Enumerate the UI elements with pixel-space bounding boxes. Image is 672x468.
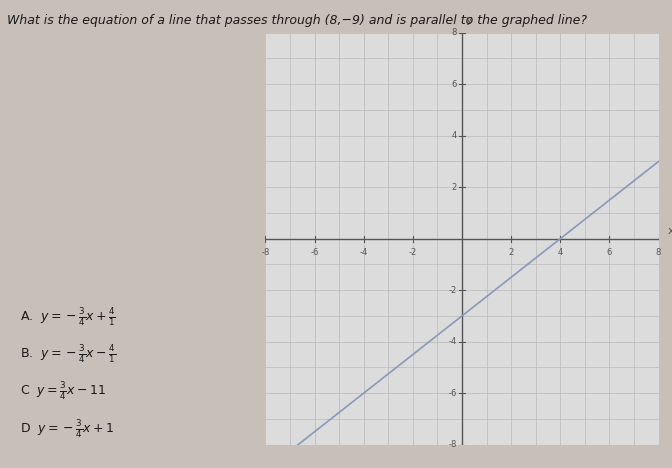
Text: -8: -8 [261,248,269,256]
Text: -6: -6 [449,388,457,398]
Text: 4: 4 [452,131,457,140]
Text: 6: 6 [452,80,457,89]
Text: -2: -2 [409,248,417,256]
Text: x: x [667,226,672,236]
Text: 2: 2 [509,248,514,256]
Text: y: y [466,15,472,25]
Text: 4: 4 [558,248,563,256]
Text: What is the equation of a line that passes through (8,−9) and is parallel to the: What is the equation of a line that pass… [7,14,587,27]
Text: 6: 6 [607,248,612,256]
Text: -4: -4 [449,337,457,346]
Text: 8: 8 [452,28,457,37]
Text: B.  $y = -\frac{3}{4}x - \frac{4}{1}$: B. $y = -\frac{3}{4}x - \frac{4}{1}$ [20,343,116,365]
Text: C  $y = \frac{3}{4}x - 11$: C $y = \frac{3}{4}x - 11$ [20,380,106,402]
Text: -4: -4 [360,248,368,256]
Text: 2: 2 [452,183,457,192]
Text: -6: -6 [310,248,319,256]
Text: -8: -8 [449,440,457,449]
Text: A.  $y = -\frac{3}{4}x + \frac{4}{1}$: A. $y = -\frac{3}{4}x + \frac{4}{1}$ [20,306,116,328]
Text: D  $y = -\frac{3}{4}x + 1$: D $y = -\frac{3}{4}x + 1$ [20,418,114,440]
Text: -2: -2 [449,285,457,295]
Text: 8: 8 [656,248,661,256]
